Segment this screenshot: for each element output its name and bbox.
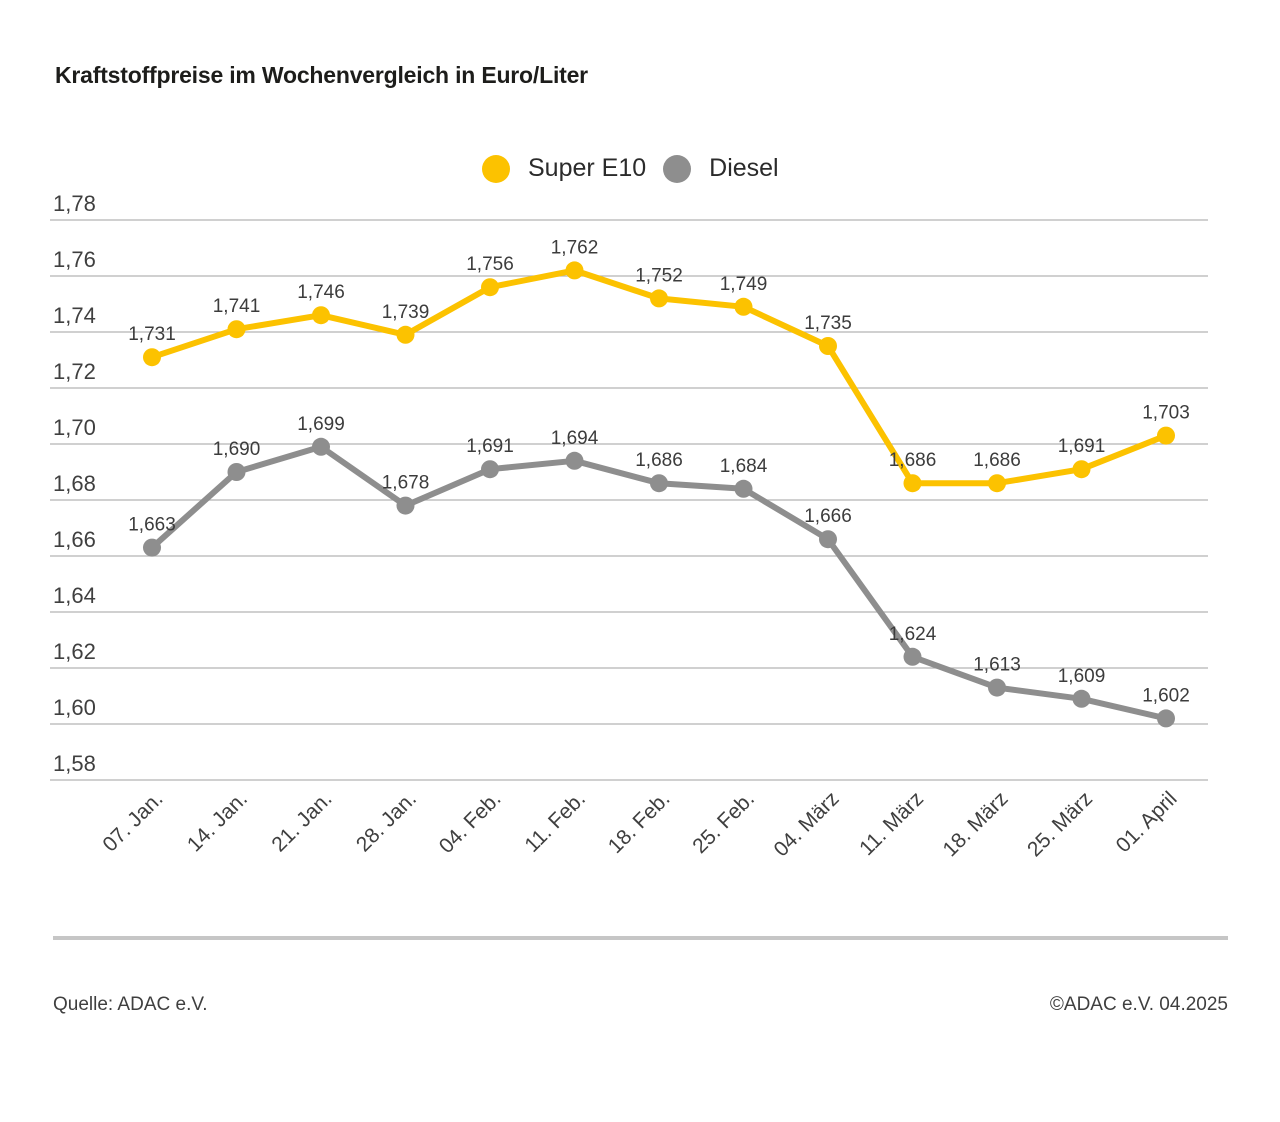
data-point-label: 1,691	[466, 436, 514, 457]
x-axis-label: 11. Feb.	[520, 787, 590, 857]
data-point	[1072, 460, 1091, 479]
data-point-label: 1,686	[635, 450, 683, 471]
x-axis-label: 21. Jan.	[267, 787, 336, 856]
x-axis-label: 04. Feb.	[435, 787, 506, 858]
data-point-label: 1,699	[297, 414, 345, 435]
data-point-label: 1,690	[213, 439, 261, 460]
super-e10-series-swatch	[482, 154, 510, 183]
y-axis-label: 1,62	[53, 639, 96, 664]
data-point	[312, 437, 330, 456]
data-point	[312, 306, 330, 325]
data-point-label: 1,602	[1142, 685, 1190, 706]
data-point	[143, 348, 161, 367]
chart-title: Kraftstoffpreise im Wochenvergleich in E…	[55, 62, 588, 88]
data-point-label: 1,739	[382, 302, 430, 323]
data-point-label: 1,684	[720, 456, 768, 477]
data-point	[1157, 709, 1175, 728]
data-point	[227, 320, 246, 339]
data-point-label: 1,686	[889, 450, 937, 471]
y-axis-label: 1,78	[53, 191, 96, 216]
data-point	[650, 289, 668, 308]
data-point-label: 1,686	[973, 450, 1021, 471]
data-point	[734, 479, 753, 498]
data-point-label: 1,703	[1142, 403, 1190, 424]
y-axis-label: 1,72	[53, 359, 96, 384]
data-point-label: 1,613	[973, 655, 1021, 676]
y-axis-label: 1,68	[53, 471, 96, 496]
data-point	[1072, 689, 1091, 708]
data-point	[819, 530, 837, 549]
data-point-label: 1,749	[720, 274, 768, 295]
data-point	[481, 460, 499, 479]
data-point-label: 1,666	[804, 506, 852, 527]
x-axis-label: 04. März	[769, 787, 843, 861]
x-axis-label: 28. Jan.	[352, 787, 421, 856]
x-axis-label: 07. Jan.	[98, 787, 167, 856]
legend-label-diesel: Diesel	[709, 154, 779, 182]
y-axis-label: 1,64	[53, 583, 96, 608]
data-point	[396, 325, 415, 344]
data-point	[1157, 426, 1175, 445]
data-point-label: 1,741	[213, 296, 261, 317]
data-point	[565, 261, 584, 280]
data-point	[903, 647, 922, 666]
data-point-label: 1,663	[128, 515, 176, 536]
x-axis-label: 11. März	[855, 787, 928, 860]
x-axis-label: 14. Jan.	[183, 787, 252, 856]
x-axis-label: 18. März	[938, 787, 1012, 861]
source-note: Quelle: ADAC e.V.	[53, 994, 208, 1015]
data-point	[988, 474, 1006, 493]
x-axis-label: 01. April	[1112, 787, 1182, 857]
y-axis-label: 1,58	[53, 751, 96, 776]
legend: Super E10 Diesel	[482, 154, 779, 183]
data-point-label: 1,735	[804, 313, 852, 334]
data-point-label: 1,691	[1058, 436, 1106, 457]
data-point-label: 1,756	[466, 254, 514, 275]
y-axis-label: 1,66	[53, 527, 96, 552]
data-point-label: 1,678	[382, 473, 430, 494]
y-axis-label: 1,74	[53, 303, 96, 328]
legend-item-diesel: Diesel	[663, 154, 779, 183]
data-point-label: 1,762	[551, 237, 599, 258]
y-axis-label: 1,70	[53, 415, 96, 440]
data-point	[481, 278, 499, 297]
legend-label-super-e10: Super E10	[528, 154, 647, 182]
y-axis-label: 1,60	[53, 695, 96, 720]
data-point-label: 1,731	[128, 324, 176, 345]
data-point-label: 1,752	[635, 265, 683, 286]
data-point-label: 1,609	[1058, 666, 1106, 687]
legend-item-super-e10: Super E10	[482, 154, 646, 183]
data-point-label: 1,624	[889, 624, 937, 645]
diesel-series-swatch	[663, 154, 692, 183]
footer-divider	[53, 936, 1228, 940]
data-point	[227, 463, 246, 481]
x-axis-label: 25. März	[1023, 787, 1097, 861]
data-point-label: 1,746	[297, 282, 345, 303]
copyright-note: ©ADAC e.V. 04.2025	[1049, 994, 1228, 1015]
data-point	[734, 297, 753, 316]
data-point	[819, 337, 837, 355]
y-axis-label: 1,76	[53, 247, 96, 272]
data-point	[650, 474, 668, 493]
data-point	[396, 496, 415, 515]
data-point	[988, 678, 1006, 697]
x-axis-label: 18. Feb.	[604, 787, 675, 858]
data-point	[143, 538, 161, 557]
data-point-label: 1,694	[551, 428, 599, 449]
x-axis-label: 25. Feb.	[688, 787, 759, 858]
data-point	[565, 451, 584, 470]
data-point	[903, 474, 922, 493]
